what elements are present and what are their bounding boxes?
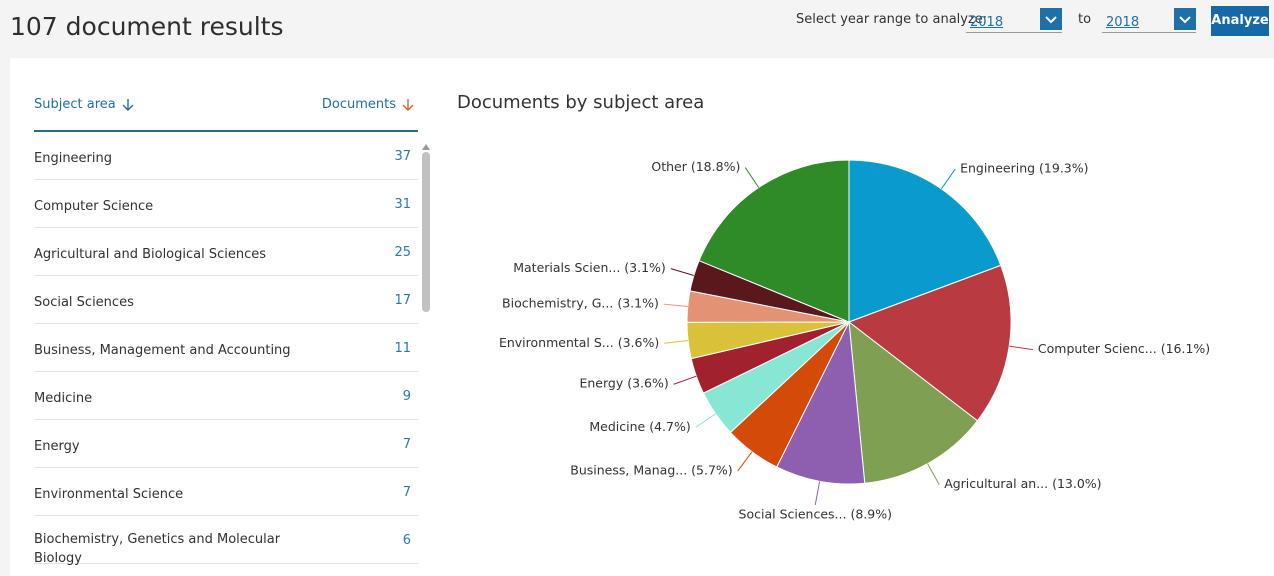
analyze-button[interactable]: Analyze [1211, 6, 1269, 36]
pie-chart: Engineering (19.3%) Computer Scienc... (1… [499, 159, 1210, 521]
leader-line [1009, 345, 1034, 351]
year-from: 2018 [970, 15, 1004, 30]
leader-line [673, 375, 697, 385]
card [10, 58, 1274, 576]
subject-name: Agricultural and Biological Sciences [34, 247, 267, 262]
leader-line [670, 268, 694, 277]
table-row: Computer Science 31 [34, 180, 418, 228]
slice-label: Business, Manag... (5.7%) [570, 463, 732, 478]
subject-name: Social Sciences [34, 295, 134, 310]
document-count: 7 [402, 437, 411, 452]
pie-slice [848, 159, 1002, 323]
slice-label: Materials Scien... (3.1%) [513, 260, 666, 275]
table-row: Energy 7 [34, 420, 418, 468]
year-to-dropdown[interactable]: 2018 [1102, 8, 1196, 33]
slice-label: Biochemistry, G... (3.1%) [502, 296, 659, 311]
leader-line [663, 303, 688, 307]
header-documents[interactable]: Documents [321, 97, 396, 112]
slice-label: Other (18.8%) [651, 159, 740, 174]
document-count: 17 [394, 293, 411, 308]
slice-label: Engineering (19.3%) [960, 161, 1088, 176]
pie-slice [848, 320, 979, 484]
subject-name: Engineering [34, 151, 112, 166]
subject-name: Biochemistry, Genetics and Molecular Bio… [34, 532, 281, 566]
chevron [1174, 8, 1196, 30]
document-count: 6 [402, 533, 411, 548]
table-row: Engineering 37 [34, 132, 418, 180]
pie-slice [698, 159, 850, 323]
table-header: Subject area Documents [34, 94, 418, 132]
document-count: 7 [402, 485, 411, 500]
sort-arrow [122, 99, 134, 111]
slice-label: Social Sciences... (8.9%) [739, 506, 892, 521]
to-label: to [1078, 12, 1092, 27]
subject-name: Computer Science [34, 199, 154, 214]
sort-arrow [402, 99, 414, 111]
leader-line [695, 413, 716, 428]
table-row: Medicine 9 [34, 372, 418, 420]
table-row: Biochemistry, Genetics and Molecular Bio… [34, 516, 418, 566]
subject-name: Business, Management and Accounting [34, 343, 291, 358]
table-row: Business, Management and Accounting 11 [34, 324, 418, 372]
table-row: Environmental Science 7 [34, 468, 418, 516]
header-subject[interactable]: Subject area [34, 97, 116, 112]
leader-line [927, 463, 940, 485]
slice-label: Energy (3.6%) [579, 376, 668, 391]
slice-label: Agricultural an... (13.0%) [944, 476, 1101, 491]
subject-name: Environmental Science [34, 487, 184, 502]
slice-label: Medicine (4.7%) [589, 419, 690, 434]
pie-slice [776, 320, 866, 485]
table-row: Agricultural and Biological Sciences 25 [34, 228, 418, 276]
chart-title: Documents by subject area [457, 92, 705, 113]
table-row: Social Sciences 17 [34, 276, 418, 324]
scrollbar [422, 144, 430, 312]
year-range-label: Select year range to analyze: [796, 12, 988, 27]
leader-line [814, 481, 821, 506]
slice-label: Computer Scienc... (16.1%) [1038, 341, 1210, 356]
document-count: 31 [394, 197, 411, 212]
document-count: 37 [394, 149, 411, 164]
slice-label: Environmental S... (3.6%) [499, 335, 659, 350]
subject-name: Medicine [34, 391, 93, 406]
document-count: 25 [394, 245, 411, 260]
year-to: 2018 [1106, 15, 1140, 30]
leader-line [940, 168, 956, 190]
results-title: 107 document results [10, 12, 284, 41]
leader-line [737, 451, 753, 472]
leader-line [664, 340, 689, 344]
chevron [1040, 8, 1062, 30]
subject-name: Energy [34, 439, 80, 454]
leader-line [744, 167, 760, 188]
year-from-dropdown[interactable]: 2018 [966, 8, 1062, 33]
document-count: 11 [394, 341, 411, 356]
document-count: 9 [402, 389, 411, 404]
